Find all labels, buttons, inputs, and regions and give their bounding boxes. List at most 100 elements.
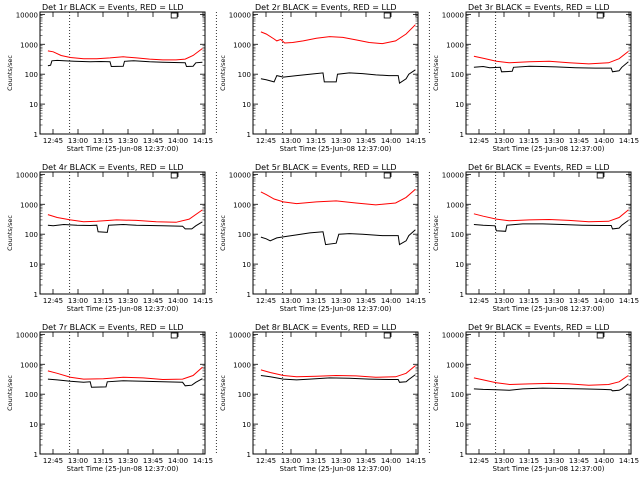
x-tick-label: 13:00 — [68, 137, 88, 145]
x-tick-label: 13:00 — [494, 137, 514, 145]
top-marker — [596, 172, 604, 179]
y-tick-label: 1 — [460, 451, 464, 459]
x-tick-label: 12:45 — [256, 297, 276, 305]
top-marker — [383, 172, 391, 179]
lld-series-line — [473, 209, 629, 223]
x-tick-label: 13:15 — [306, 457, 326, 465]
x-tick-label: 13:45 — [356, 137, 376, 145]
x-tick-label: 13:45 — [356, 297, 376, 305]
events-series-line — [260, 69, 416, 85]
x-axis-label: Start Time (25-Jun-08 12:37:00) — [280, 465, 392, 473]
top-marker — [170, 172, 178, 179]
plot-frame — [252, 331, 419, 455]
y-axis-label: Counts/sec — [6, 55, 14, 91]
y-tick-label: 10 — [29, 101, 38, 109]
y-axis-label: Counts/sec — [6, 215, 14, 251]
x-tick-label: 14:00 — [168, 297, 188, 305]
y-axis-label: Counts/sec — [432, 55, 440, 91]
top-marker — [596, 332, 604, 339]
chart-title: Det 2r BLACK = Events, RED = LLD — [255, 3, 397, 12]
chart-panel-5: Det 5r BLACK = Events, RED = LLD 1 10 100 10… — [219, 163, 430, 313]
y-tick-label: 100 — [238, 231, 251, 239]
events-series-line — [260, 229, 416, 246]
y-tick-label: 1 — [460, 291, 464, 299]
x-tick-label: 14:15 — [619, 137, 639, 145]
x-tick-label: 14:00 — [381, 297, 401, 305]
events-series-line — [473, 61, 629, 73]
chart-panel-8: Det 8r BLACK = Events, RED = LLD 1 10 100 10… — [219, 323, 430, 473]
x-tick-label: 13:00 — [494, 297, 514, 305]
plot-frame — [39, 171, 206, 295]
y-tick-label: 1 — [34, 291, 38, 299]
x-tick-label: 12:45 — [469, 457, 489, 465]
y-tick-label: 10000 — [442, 171, 464, 179]
chart-title: Det 6r BLACK = Events, RED = LLD — [468, 163, 610, 172]
x-tick-label: 12:45 — [469, 137, 489, 145]
plot-frame — [465, 11, 632, 135]
x-tick-label: 13:00 — [68, 297, 88, 305]
x-tick-label: 13:30 — [544, 137, 564, 145]
x-tick-label: 14:00 — [381, 137, 401, 145]
chart-title: Det 7r BLACK = Events, RED = LLD — [42, 323, 184, 332]
x-axis-label: Start Time (25-Jun-08 12:37:00) — [67, 145, 179, 153]
x-tick-label: 14:00 — [168, 137, 188, 145]
x-tick-label: 14:00 — [594, 137, 614, 145]
y-tick-label: 10 — [455, 421, 464, 429]
events-series-line — [47, 221, 203, 233]
y-tick-label: 10000 — [442, 331, 464, 339]
y-tick-label: 10 — [455, 101, 464, 109]
plot-frame — [465, 331, 632, 455]
x-tick-label: 14:15 — [193, 457, 213, 465]
x-tick-label: 13:45 — [143, 457, 163, 465]
x-tick-label: 13:15 — [519, 297, 539, 305]
events-series-line — [47, 59, 203, 68]
y-tick-label: 10000 — [16, 11, 38, 19]
y-tick-label: 1000 — [233, 41, 251, 49]
y-tick-label: 10 — [242, 421, 251, 429]
events-series-line — [473, 383, 629, 392]
chart-panel-4: Det 4r BLACK = Events, RED = LLD 1 10 100 10… — [6, 163, 217, 313]
x-tick-label: 13:30 — [331, 137, 351, 145]
y-axis-label: Counts/sec — [432, 215, 440, 251]
y-tick-label: 1 — [247, 291, 251, 299]
y-tick-label: 1 — [247, 451, 251, 459]
x-tick-label: 12:45 — [43, 457, 63, 465]
x-tick-label: 12:45 — [469, 297, 489, 305]
x-axis-label: Start Time (25-Jun-08 12:37:00) — [493, 145, 605, 153]
y-tick-label: 100 — [238, 71, 251, 79]
y-tick-label: 1000 — [233, 201, 251, 209]
y-tick-label: 1000 — [233, 361, 251, 369]
x-tick-label: 14:15 — [193, 297, 213, 305]
y-tick-label: 1 — [247, 131, 251, 139]
chart-panel-7: Det 7r BLACK = Events, RED = LLD 1 10 100 10… — [6, 323, 217, 473]
chart-panel-1: Det 1r BLACK = Events, RED = LLD 1 10 100 10… — [6, 3, 217, 153]
y-tick-label: 1 — [34, 451, 38, 459]
x-tick-label: 14:15 — [619, 457, 639, 465]
y-tick-label: 1000 — [20, 41, 38, 49]
x-tick-label: 13:15 — [519, 137, 539, 145]
events-series-line — [473, 219, 629, 232]
x-tick-label: 14:00 — [168, 457, 188, 465]
x-tick-label: 13:15 — [519, 457, 539, 465]
x-tick-label: 14:15 — [406, 297, 426, 305]
lld-series-line — [47, 48, 203, 61]
y-tick-label: 100 — [451, 231, 464, 239]
y-tick-label: 10 — [29, 261, 38, 269]
plot-frame — [39, 11, 206, 135]
x-tick-label: 12:45 — [256, 137, 276, 145]
x-tick-label: 12:45 — [43, 297, 63, 305]
chart-panel-2: Det 2r BLACK = Events, RED = LLD 1 10 100 10… — [219, 3, 430, 153]
y-tick-label: 10000 — [16, 171, 38, 179]
x-tick-label: 13:15 — [93, 137, 113, 145]
x-tick-label: 13:30 — [544, 457, 564, 465]
x-tick-label: 13:45 — [569, 457, 589, 465]
chart-title: Det 3r BLACK = Events, RED = LLD — [468, 3, 610, 12]
x-axis-label: Start Time (25-Jun-08 12:37:00) — [280, 305, 392, 313]
chart-title: Det 5r BLACK = Events, RED = LLD — [255, 163, 397, 172]
y-tick-label: 100 — [25, 71, 38, 79]
y-axis-label: Counts/sec — [219, 375, 227, 411]
x-tick-label: 14:15 — [406, 137, 426, 145]
x-tick-label: 13:45 — [569, 297, 589, 305]
chart-panel-6: Det 6r BLACK = Events, RED = LLD 1 10 100 10… — [432, 163, 639, 313]
